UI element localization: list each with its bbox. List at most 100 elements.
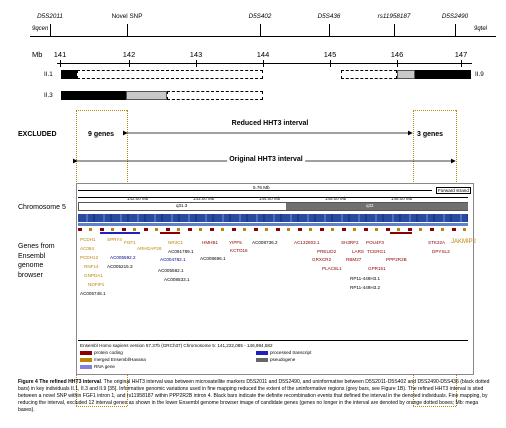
gene-ac091789: AC091789.1	[168, 249, 194, 254]
gene-ndfip1: NDFIP1	[88, 282, 105, 287]
ensembl-label-line: Ensembl	[18, 252, 46, 260]
gene-pcdh12: PCDH12	[80, 255, 99, 260]
interval-arrows	[73, 130, 456, 164]
gene-yipf5: YIPF5	[229, 240, 242, 245]
ii9-grey-bar	[397, 70, 415, 79]
marker-d5s402: D5S402	[248, 13, 272, 20]
marker-tick	[455, 24, 456, 36]
tel-label: 9qtel	[474, 26, 488, 32]
ii3-dotted-bar	[167, 91, 263, 100]
gene-ac0057481: AC005748.1	[80, 291, 106, 296]
excluded-left-top	[76, 110, 127, 111]
band-q31: q31.3	[176, 203, 188, 208]
mb-axis-tick	[60, 60, 61, 67]
legend-pseudogene: pseudogene	[256, 357, 295, 362]
chromosome-5-label: Chromosome 5	[18, 204, 66, 211]
mb-axis-tick	[129, 60, 130, 67]
gene-pou4f3: POU4F3	[366, 240, 384, 245]
excluded-left-bottom	[76, 406, 127, 407]
legend-rna: RNA gene	[80, 364, 115, 369]
legend-processed: processed transcript	[256, 350, 311, 355]
legend-text: merged Ensembl/Havana	[94, 357, 146, 362]
caption-title: Figure 4 The refined HHT3 interval	[18, 379, 101, 385]
gene-plac8l1: PLAC8L1	[322, 266, 342, 271]
excluded-right-bottom	[413, 406, 456, 407]
ensembl-tick: 142.00 Mb	[127, 196, 149, 201]
marker-d5s436: D5S436	[317, 13, 341, 20]
gene-rnf14: RNF14	[84, 264, 99, 269]
ensembl-tick: 144.00 Mb	[259, 196, 281, 201]
gene-jakmip2: JAKMIP2	[451, 239, 477, 245]
gene-prelid2: PRELID2	[317, 249, 337, 254]
gene-ac0085331: AC008533.1	[164, 277, 190, 282]
marker-d5s2011: D5S2011	[37, 13, 63, 20]
legend-text: protein coding	[94, 350, 123, 355]
ii9-black-bar	[415, 70, 471, 79]
gene-arhgap26: ARHGAP26	[137, 246, 162, 251]
legend-text: processed transcript	[270, 350, 312, 355]
gene-ppp2r2b: PPP2R2B	[386, 257, 407, 262]
genes-9-label: 9 genes	[88, 131, 115, 138]
marker-tick	[50, 24, 51, 36]
label-ii9: II.9	[475, 71, 484, 78]
band-q32: q32	[366, 203, 374, 208]
label-ii1: II.1	[44, 71, 53, 78]
mb-axis-tick	[263, 60, 264, 67]
gene-ac0052153: AC005215.3	[107, 264, 133, 269]
ensembl-footer: Ensembl Homo sapiens version 57.37b (GRC…	[80, 343, 273, 348]
mb-axis-tick	[397, 60, 398, 67]
original-interval-label: Original HHT3 interval	[227, 156, 305, 163]
genes-3-label: 3 genes	[417, 131, 444, 138]
mb-label: Mb	[32, 50, 43, 59]
legend-text: RNA gene	[94, 364, 115, 369]
legend-merged: merged Ensembl/Havana	[80, 357, 146, 362]
mb-tick-142: 142	[122, 50, 136, 59]
ensembl-label-line: Genes from	[18, 243, 55, 250]
ii1-dotted-bar	[77, 70, 263, 79]
mb-tick-144: 144	[256, 50, 270, 59]
ensembl-tick: 146.00 Mb	[391, 196, 413, 201]
ensembl-tick: 145.00 Mb	[325, 196, 347, 201]
gene-nr3c1: NR3C1	[168, 240, 184, 245]
gene-gnpda1: GNPDA1	[84, 273, 103, 278]
chromosome-line	[30, 36, 496, 37]
gene-rp11b: RP11-449H3.2	[350, 285, 381, 290]
gene-marks-row-3	[160, 232, 180, 234]
excluded-label: EXCLUDED	[18, 131, 57, 138]
gene-marks-row	[78, 228, 468, 231]
caption-text: . The original HHT3 interval was between…	[18, 379, 490, 414]
gene-hmhb1: HMHB1	[202, 240, 219, 245]
marker-d5s2490: D5S2490	[441, 13, 469, 20]
cen-label: 9qcen	[32, 26, 49, 32]
gene-grxcr2: GRXCR2	[312, 257, 332, 262]
marker-tick	[329, 24, 330, 36]
gene-marks-row-4	[390, 232, 412, 234]
mb-axis-tick	[196, 60, 197, 67]
ensembl-scale-label: 5.76 Mb	[252, 185, 271, 190]
blue-track-2	[78, 223, 468, 226]
gene-ac1328031: AC132803.1	[294, 240, 320, 245]
mb-axis-tick	[330, 60, 331, 67]
mb-tick-146: 146	[390, 50, 404, 59]
mb-axis-tick	[461, 60, 462, 67]
ensembl-footer-line	[78, 340, 468, 341]
gene-kctd16: KCTD16	[230, 248, 248, 253]
gene-ac0087362: AC008736.2	[252, 240, 278, 245]
gene-stk32a: STK32A	[428, 240, 446, 245]
mb-tick-145: 145	[323, 50, 337, 59]
gene-sh3rf2: SH3RF2	[341, 240, 359, 245]
gene-ac084: AC084	[80, 246, 95, 251]
ensembl-axis	[78, 197, 468, 198]
mb-tick-141: 141	[53, 50, 67, 59]
ii1-black-bar	[61, 70, 77, 79]
gene-tcerg1: TCERG1	[367, 249, 386, 254]
figure-caption: Figure 4 The refined HHT3 interval. The …	[18, 379, 494, 414]
gene-ac0047821: AC004782.1	[160, 257, 186, 262]
legend-protein-coding: protein coding	[80, 350, 123, 355]
ensembl-label-line: browser	[18, 271, 43, 279]
gene-spry4: SPRY4	[107, 237, 122, 242]
blue-track	[78, 214, 468, 222]
mb-tick-147: 147	[454, 50, 468, 59]
gene-ac0055922: AC005592.2	[110, 255, 136, 260]
marker-tick	[127, 24, 128, 36]
